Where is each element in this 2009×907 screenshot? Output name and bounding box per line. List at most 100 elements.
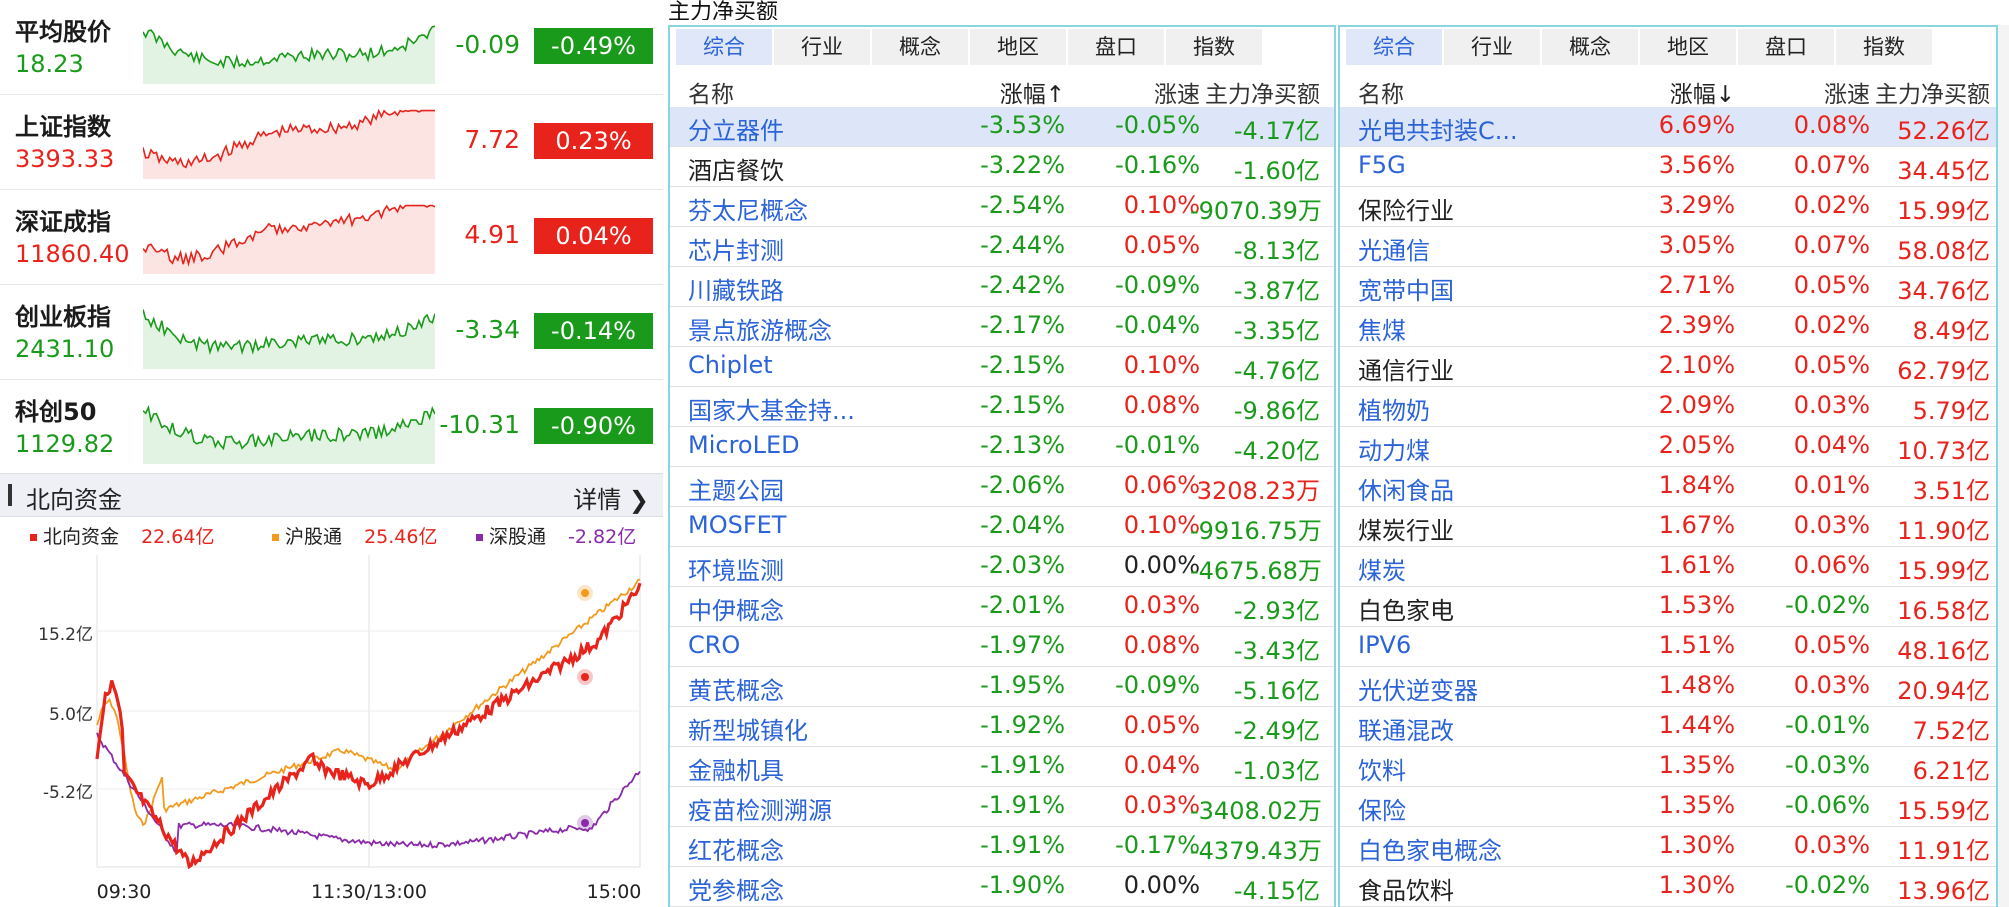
table-row[interactable]: 光电共封装C... 6.69% 0.08% 52.26亿 — [1340, 107, 1996, 147]
sector-name[interactable]: 景点旅游概念 — [688, 317, 832, 345]
sector-name[interactable]: 川藏铁路 — [688, 277, 784, 305]
sector-name[interactable]: MOSFET — [688, 511, 787, 539]
sector-name[interactable]: F5G — [1358, 151, 1406, 179]
index-row[interactable]: 平均股价 18.23 -0.09 -0.49% — [0, 0, 663, 95]
sector-name[interactable]: 芯片封测 — [688, 237, 784, 265]
table-row[interactable]: MicroLED -2.13% -0.01% -4.20亿 — [670, 427, 1334, 467]
table-row[interactable]: 白色家电概念 1.30% 0.03% 11.91亿 — [1340, 827, 1996, 867]
sector-name[interactable]: 通信行业 — [1358, 357, 1454, 385]
tab-1[interactable]: 行业 — [1444, 29, 1542, 65]
sector-name[interactable]: 联通混改 — [1358, 717, 1454, 745]
table-row[interactable]: MOSFET -2.04% 0.10% -9916.75万 — [670, 507, 1334, 547]
sector-name[interactable]: Chiplet — [688, 351, 773, 379]
sector-name[interactable]: 芬太尼概念 — [688, 197, 808, 225]
table-row[interactable]: 动力煤 2.05% 0.04% 10.73亿 — [1340, 427, 1996, 467]
sector-name[interactable]: 国家大基金持... — [688, 397, 855, 425]
sector-name[interactable]: 动力煤 — [1358, 437, 1430, 465]
tab-1[interactable]: 行业 — [774, 29, 872, 65]
table-row[interactable]: Chiplet -2.15% 0.10% -4.76亿 — [670, 347, 1334, 387]
tab-0[interactable]: 综合 — [676, 29, 774, 65]
table-row[interactable]: 宽带中国 2.71% 0.05% 34.76亿 — [1340, 267, 1996, 307]
table-row[interactable]: 保险行业 3.29% 0.02% 15.99亿 — [1340, 187, 1996, 227]
tab-4[interactable]: 盘口 — [1068, 29, 1166, 65]
table-row[interactable]: 光伏逆变器 1.48% 0.03% 20.94亿 — [1340, 667, 1996, 707]
table-row[interactable]: 中伊概念 -2.01% 0.03% -2.93亿 — [670, 587, 1334, 627]
table-row[interactable]: 光通信 3.05% 0.07% 58.08亿 — [1340, 227, 1996, 267]
index-row[interactable]: 上证指数 3393.33 7.72 0.23% — [0, 95, 663, 190]
header-name[interactable]: 名称 — [1358, 82, 1404, 108]
sector-name[interactable]: 煤炭行业 — [1358, 517, 1454, 545]
scrollbar[interactable] — [1998, 25, 2009, 907]
header-pct-sort[interactable]: 涨幅↑ — [940, 75, 1065, 109]
table-row[interactable]: 煤炭 1.61% 0.06% 15.99亿 — [1340, 547, 1996, 587]
table-row[interactable]: 芬太尼概念 -2.54% 0.10% -9070.39万 — [670, 187, 1334, 227]
table-row[interactable]: 红花概念 -1.91% -0.17% -4379.43万 — [670, 827, 1334, 867]
tab-5[interactable]: 指数 — [1166, 29, 1264, 65]
table-row[interactable]: 环境监测 -2.03% 0.00% -4675.68万 — [670, 547, 1334, 587]
table-row[interactable]: 党参概念 -1.90% 0.00% -4.15亿 — [670, 867, 1334, 907]
sector-name[interactable]: 白色家电概念 — [1358, 837, 1502, 865]
northbound-detail-link[interactable]: 详情 ❯ — [573, 480, 649, 515]
table-row[interactable]: 景点旅游概念 -2.17% -0.04% -3.35亿 — [670, 307, 1334, 347]
header-speed[interactable]: 涨速 — [1154, 82, 1200, 108]
table-row[interactable]: 植物奶 2.09% 0.03% 5.79亿 — [1340, 387, 1996, 427]
table-row[interactable]: 黄芪概念 -1.95% -0.09% -5.16亿 — [670, 667, 1334, 707]
sector-name[interactable]: 环境监测 — [688, 557, 784, 585]
table-row[interactable]: 食品饮料 1.30% -0.02% 13.96亿 — [1340, 867, 1996, 907]
sector-name[interactable]: 煤炭 — [1358, 557, 1406, 585]
tab-2[interactable]: 概念 — [872, 29, 970, 65]
index-row[interactable]: 科创50 1129.82 -10.31 -0.90% — [0, 380, 663, 475]
sector-name[interactable]: 光通信 — [1358, 237, 1430, 265]
sector-name[interactable]: 休闲食品 — [1358, 477, 1454, 505]
tab-4[interactable]: 盘口 — [1738, 29, 1836, 65]
index-row[interactable]: 创业板指 2431.10 -3.34 -0.14% — [0, 285, 663, 380]
sector-name[interactable]: IPV6 — [1358, 631, 1412, 659]
table-row[interactable]: 金融机具 -1.91% 0.04% -1.03亿 — [670, 747, 1334, 787]
tab-5[interactable]: 指数 — [1836, 29, 1934, 65]
table-row[interactable]: 白色家电 1.53% -0.02% 16.58亿 — [1340, 587, 1996, 627]
tab-2[interactable]: 概念 — [1542, 29, 1640, 65]
sector-name[interactable]: 红花概念 — [688, 837, 784, 865]
index-row[interactable]: 深证成指 11860.40 4.91 0.04% — [0, 190, 663, 285]
sector-name[interactable]: 分立器件 — [688, 117, 784, 145]
sector-name[interactable]: 饮料 — [1358, 757, 1406, 785]
header-speed[interactable]: 涨速 — [1824, 82, 1870, 108]
sector-name[interactable]: 黄芪概念 — [688, 677, 784, 705]
table-row[interactable]: F5G 3.56% 0.07% 34.45亿 — [1340, 147, 1996, 187]
sector-name[interactable]: 主题公园 — [688, 477, 784, 505]
sector-name[interactable]: 新型城镇化 — [688, 717, 808, 745]
table-row[interactable]: IPV6 1.51% 0.05% 48.16亿 — [1340, 627, 1996, 667]
table-row[interactable]: 川藏铁路 -2.42% -0.09% -3.87亿 — [670, 267, 1334, 307]
table-row[interactable]: 休闲食品 1.84% 0.01% 3.51亿 — [1340, 467, 1996, 507]
sector-name[interactable]: 光电共封装C... — [1358, 117, 1518, 145]
table-row[interactable]: 芯片封测 -2.44% 0.05% -8.13亿 — [670, 227, 1334, 267]
sector-name[interactable]: 疫苗检测溯源 — [688, 797, 832, 825]
tab-3[interactable]: 地区 — [970, 29, 1068, 65]
sector-name[interactable]: 党参概念 — [688, 877, 784, 905]
sector-name[interactable]: 焦煤 — [1358, 317, 1406, 345]
sector-name[interactable]: 中伊概念 — [688, 597, 784, 625]
sector-name[interactable]: 保险 — [1358, 797, 1406, 825]
table-row[interactable]: 新型城镇化 -1.92% 0.05% -2.49亿 — [670, 707, 1334, 747]
sector-name[interactable]: 植物奶 — [1358, 397, 1430, 425]
sector-name[interactable]: 保险行业 — [1358, 197, 1454, 225]
header-flow[interactable]: 主力净买额 — [1205, 82, 1320, 108]
sector-name[interactable]: CRO — [688, 631, 741, 659]
sector-name[interactable]: MicroLED — [688, 431, 800, 459]
table-row[interactable]: 疫苗检测溯源 -1.91% 0.03% -3408.02万 — [670, 787, 1334, 827]
table-row[interactable]: 焦煤 2.39% 0.02% 8.49亿 — [1340, 307, 1996, 347]
sector-name[interactable]: 食品饮料 — [1358, 877, 1454, 905]
table-row[interactable]: 国家大基金持... -2.15% 0.08% -9.86亿 — [670, 387, 1334, 427]
table-row[interactable]: 分立器件 -3.53% -0.05% -4.17亿 — [670, 107, 1334, 147]
header-name[interactable]: 名称 — [688, 82, 734, 108]
table-row[interactable]: 通信行业 2.10% 0.05% 62.79亿 — [1340, 347, 1996, 387]
tab-0[interactable]: 综合 — [1346, 29, 1444, 65]
table-row[interactable]: 联通混改 1.44% -0.01% 7.52亿 — [1340, 707, 1996, 747]
sector-name[interactable]: 金融机具 — [688, 757, 784, 785]
table-row[interactable]: 饮料 1.35% -0.03% 6.21亿 — [1340, 747, 1996, 787]
tab-3[interactable]: 地区 — [1640, 29, 1738, 65]
sector-name[interactable]: 白色家电 — [1358, 597, 1454, 625]
table-row[interactable]: 煤炭行业 1.67% 0.03% 11.90亿 — [1340, 507, 1996, 547]
header-flow[interactable]: 主力净买额 — [1875, 82, 1990, 108]
table-row[interactable]: 主题公园 -2.06% 0.06% 3208.23万 — [670, 467, 1334, 507]
